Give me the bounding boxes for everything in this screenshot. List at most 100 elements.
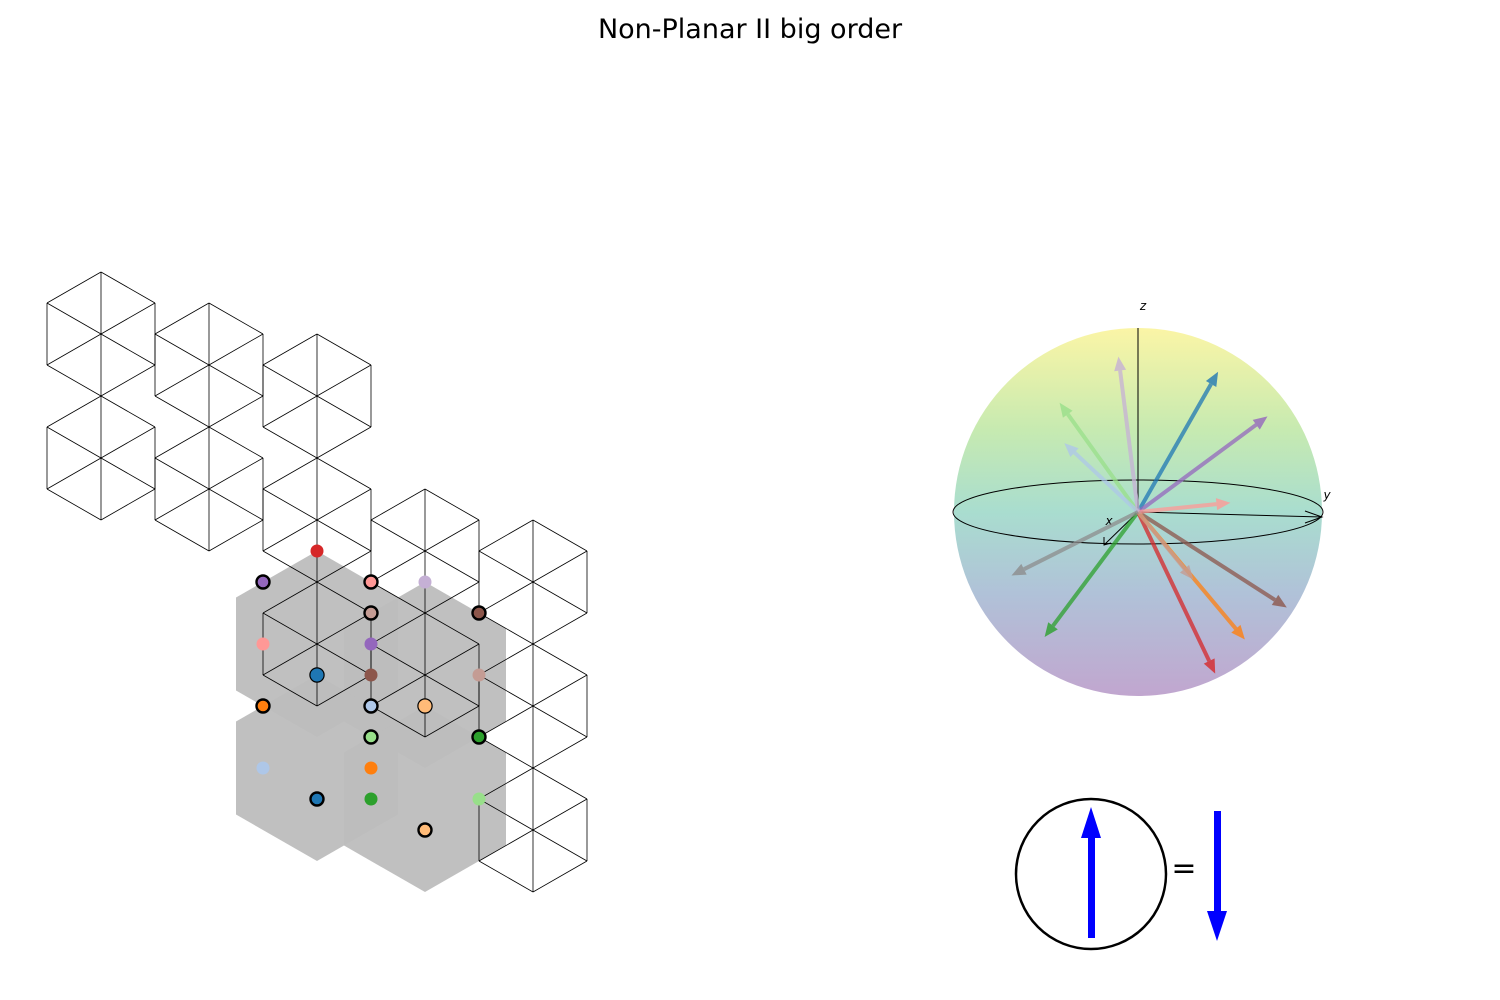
lattice-edge: [46, 395, 102, 428]
lattice-site: [255, 698, 271, 714]
spin-vector-shaft: [1073, 451, 1140, 514]
legend-up-arrow-head: [1081, 807, 1101, 838]
lattice-edge: [478, 829, 534, 862]
lattice-edge: [262, 488, 318, 521]
lattice-edge: [478, 612, 534, 645]
lattice-edge: [262, 395, 318, 428]
lattice-edge: [532, 829, 588, 862]
spin-vector-shaft: [1023, 510, 1139, 571]
lattice-edge: [154, 426, 210, 459]
lattice-edge: [424, 643, 480, 676]
spin-vector-shaft: [1118, 370, 1140, 513]
lattice-edge: [532, 674, 588, 707]
lattice-edge: [154, 302, 210, 335]
lattice-edge: [208, 488, 264, 521]
lattice-site: [418, 575, 432, 589]
lattice-edge: [100, 333, 156, 366]
lattice-edge: [532, 519, 588, 552]
lattice-site: [364, 668, 378, 682]
lattice-edge: [154, 333, 210, 366]
spin-vector-head: [1203, 658, 1216, 674]
lattice-edge: [370, 550, 426, 583]
lattice-site: [471, 729, 487, 745]
lattice-edge: [100, 271, 156, 304]
lattice-site: [363, 574, 379, 590]
lattice-edge: [100, 488, 156, 521]
lattice-edge: [100, 395, 156, 428]
lattice-edge: [262, 457, 318, 490]
figure-title: Non-Planar II big order: [597, 14, 903, 45]
lattice-site: [471, 605, 487, 621]
lattice-edge: [154, 519, 210, 552]
lattice-site: [310, 544, 324, 558]
spin-vector-shaft: [1066, 413, 1140, 514]
lattice-edge: [532, 550, 588, 583]
spin-vector-head: [1215, 498, 1231, 511]
lattice-edge: [46, 488, 102, 521]
shaded-hexagon: [344, 706, 506, 892]
lattice-site: [364, 792, 378, 806]
lattice-edge: [316, 395, 372, 428]
lattice-edge: [316, 519, 372, 552]
lattice-edge: [478, 519, 534, 552]
lattice-site: [309, 791, 325, 807]
lattice-edge: [478, 736, 534, 769]
spin-vector-head: [1059, 402, 1073, 418]
spin-vector-head: [1205, 371, 1219, 387]
lattice-edge: [208, 457, 264, 490]
y-axis-arrowhead: [1304, 510, 1324, 524]
spin-vector-head: [1179, 565, 1194, 580]
lattice-edge: [478, 643, 534, 676]
lattice-edge: [46, 457, 102, 490]
y-axis: [1137, 511, 1323, 518]
spin-vector-head: [1231, 624, 1245, 640]
lattice-edge: [424, 581, 480, 614]
lattice-site: [310, 668, 324, 682]
legend-down-arrow-shaft: [1214, 811, 1221, 915]
lattice-site: [255, 574, 271, 590]
lattice-edge: [370, 705, 426, 738]
lattice-edge: [262, 550, 318, 583]
lattice-edge: [316, 364, 372, 397]
lattice-edge: [370, 612, 426, 645]
lattice-edge: [46, 271, 102, 304]
lattice-edge: [262, 612, 318, 645]
lattice-edge: [46, 302, 102, 335]
legend-equals-sign: =: [1171, 851, 1196, 886]
x-axis-label: x: [1104, 514, 1113, 528]
lattice-edge: [262, 674, 318, 707]
lattice-edge: [424, 674, 480, 707]
lattice-edge: [262, 519, 318, 552]
lattice-edge: [262, 643, 318, 676]
lattice-edge: [478, 581, 534, 614]
spin-vector-head: [1064, 443, 1079, 457]
lattice-edge: [370, 519, 426, 552]
lattice-edge: [478, 705, 534, 738]
lattice-edge: [532, 767, 588, 800]
lattice-site: [418, 699, 432, 713]
lattice-edge: [424, 612, 480, 645]
lattice-edge: [154, 364, 210, 397]
lattice-edge: [316, 426, 372, 459]
lattice-edge: [424, 488, 480, 521]
lattice-edge: [154, 457, 210, 490]
lattice-edge: [46, 333, 102, 366]
lattice-edge: [532, 798, 588, 831]
lattice-edge: [532, 860, 588, 893]
lattice-edge: [208, 519, 264, 552]
spin-vector-shaft: [1136, 383, 1213, 513]
lattice-site: [363, 698, 379, 714]
lattice-edge: [478, 767, 534, 800]
lattice-edge: [478, 798, 534, 831]
lattice-edge: [316, 457, 372, 490]
y-axis-label: y: [1322, 488, 1331, 502]
spin-vector-shaft: [1136, 423, 1258, 514]
legend-circle: [1014, 797, 1168, 951]
spin-vector-shaft: [1136, 510, 1187, 571]
lattice-edge: [46, 426, 102, 459]
lattice-edge: [208, 333, 264, 366]
spin-vector-head: [1252, 416, 1268, 430]
lattice-edge: [424, 519, 480, 552]
lattice-edge: [262, 426, 318, 459]
